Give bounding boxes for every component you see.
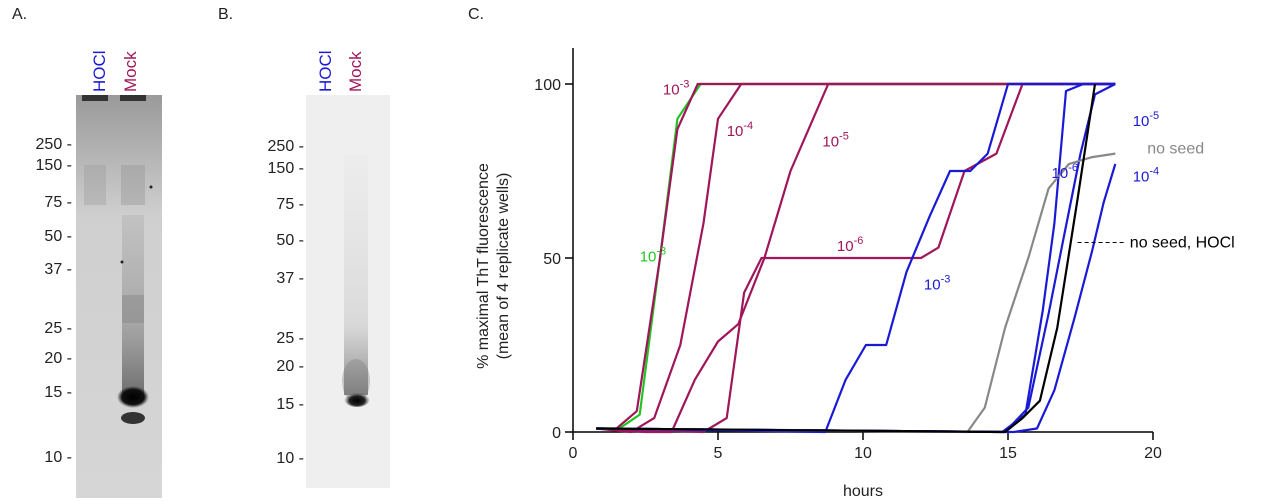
y-tick-label: 100	[534, 77, 561, 94]
series-line-4	[596, 82, 1116, 434]
annotation-exponent: -4	[1149, 165, 1159, 177]
x-axis-label: hours	[843, 483, 883, 500]
gel-a-marker-37: 37 -	[44, 261, 72, 278]
annotation-dilution: 10-4	[727, 120, 753, 140]
x-tick-label: 5	[714, 445, 723, 462]
annotation-dilution: 10-6	[1052, 162, 1078, 182]
annotation-dilution: 10-3	[663, 78, 689, 98]
annotation-label: no seed, HOCl	[1130, 235, 1235, 252]
annotation-dilution: 10-4	[1133, 165, 1159, 185]
x-tick-label: 20	[1144, 445, 1162, 462]
annotation-dilution: 10-6	[837, 235, 863, 255]
annotation-base: 10	[822, 134, 839, 151]
gel-b-marker-37: 37 -	[276, 270, 304, 287]
panel-a-label: A.	[12, 6, 28, 23]
gel-a-lane-hocl: HOCl	[90, 50, 109, 92]
gel-b-marker-150: 150 -	[267, 160, 304, 177]
gel-a-marker-25: 25 -	[44, 320, 72, 337]
annotation-base: 10	[663, 81, 680, 98]
gel-b-lane-mock: Mock	[346, 51, 365, 92]
gel-a-marker-50: 50 -	[44, 228, 72, 245]
gel-b-marker-20: 20 -	[276, 358, 304, 375]
gel-a-marker-15: 15 -	[44, 384, 72, 401]
panel-c-label: C.	[468, 6, 484, 23]
series-line-3	[596, 82, 1116, 434]
annotation-exponent: -5	[1149, 110, 1159, 122]
series-line-10	[596, 83, 1097, 434]
gel-b-marker-50: 50 -	[276, 232, 304, 249]
annotation-base: 10	[837, 238, 854, 255]
series-line-0	[596, 82, 1116, 430]
y-tick-label: 0	[552, 425, 561, 442]
gel-a-marker-20: 20 -	[44, 350, 72, 367]
series-line-6	[596, 82, 1116, 434]
x-tick-label: 15	[999, 445, 1017, 462]
gel-a-marker-150: 150 -	[35, 157, 72, 174]
gel-b-marker-75: 75 -	[276, 196, 304, 213]
annotation-exponent: -3	[941, 273, 951, 285]
y-axis-label: % maximal ThT fluorescence	[475, 163, 492, 369]
annotation-exponent: -4	[743, 120, 753, 132]
chart-series-layer	[596, 82, 1117, 434]
gel-a-marker-250: 250 -	[35, 136, 72, 153]
annotation-base: 10	[640, 248, 657, 265]
series-line-5	[596, 82, 1116, 434]
annotation-dilution: 10-5	[1133, 110, 1159, 130]
series-line-8	[596, 163, 1117, 434]
annotation-dilution: 10-3	[640, 245, 666, 265]
gel-a-marker-75: 75 -	[44, 194, 72, 211]
chart-annotations-layer: 10-310-410-510-610-310-310-610-510-4no s…	[640, 78, 1235, 293]
annotation-exponent: -5	[839, 131, 849, 143]
gel-b-marker-250: 250 -	[267, 138, 304, 155]
x-tick-label: 0	[569, 445, 578, 462]
annotation-dilution: 10-5	[822, 131, 848, 151]
annotation-base: 10	[924, 276, 941, 293]
gel-a-lane-mock: Mock	[121, 51, 140, 92]
annotation-exponent: -6	[1068, 162, 1078, 174]
annotation-base: 10	[1133, 113, 1150, 130]
thT-fluorescence-chart: 0 5 10 15 20 0 50 100 hours % maximal ThT fluores…	[475, 48, 1235, 500]
gel-b-marker-15: 15 -	[276, 396, 304, 413]
y-axis-label-2: (mean of 4 replicate wells)	[495, 173, 512, 360]
gel-a-marker-10: 10 -	[44, 449, 72, 466]
annotation-dilution: 10-3	[924, 273, 950, 293]
series-line-1	[596, 82, 1116, 430]
series-line-9	[596, 152, 1116, 434]
annotation-exponent: -6	[854, 235, 864, 247]
gel-b-marker-25: 25 -	[276, 330, 304, 347]
annotation-base: 10	[1133, 168, 1150, 185]
annotation-base: 10	[1052, 165, 1069, 182]
annotation-base: 10	[727, 123, 744, 140]
gel-b-image	[306, 95, 390, 488]
annotation-label: no seed	[1147, 141, 1204, 158]
x-tick-label: 10	[854, 445, 872, 462]
gel-b-marker-10: 10 -	[276, 450, 304, 467]
annotation-exponent: -3	[656, 245, 666, 257]
gel-b-lane-hocl: HOCl	[316, 50, 335, 92]
panel-b-label: B.	[218, 6, 234, 23]
annotation-exponent: -3	[680, 78, 690, 90]
y-tick-label: 50	[543, 251, 561, 268]
gel-a-image	[76, 95, 162, 498]
